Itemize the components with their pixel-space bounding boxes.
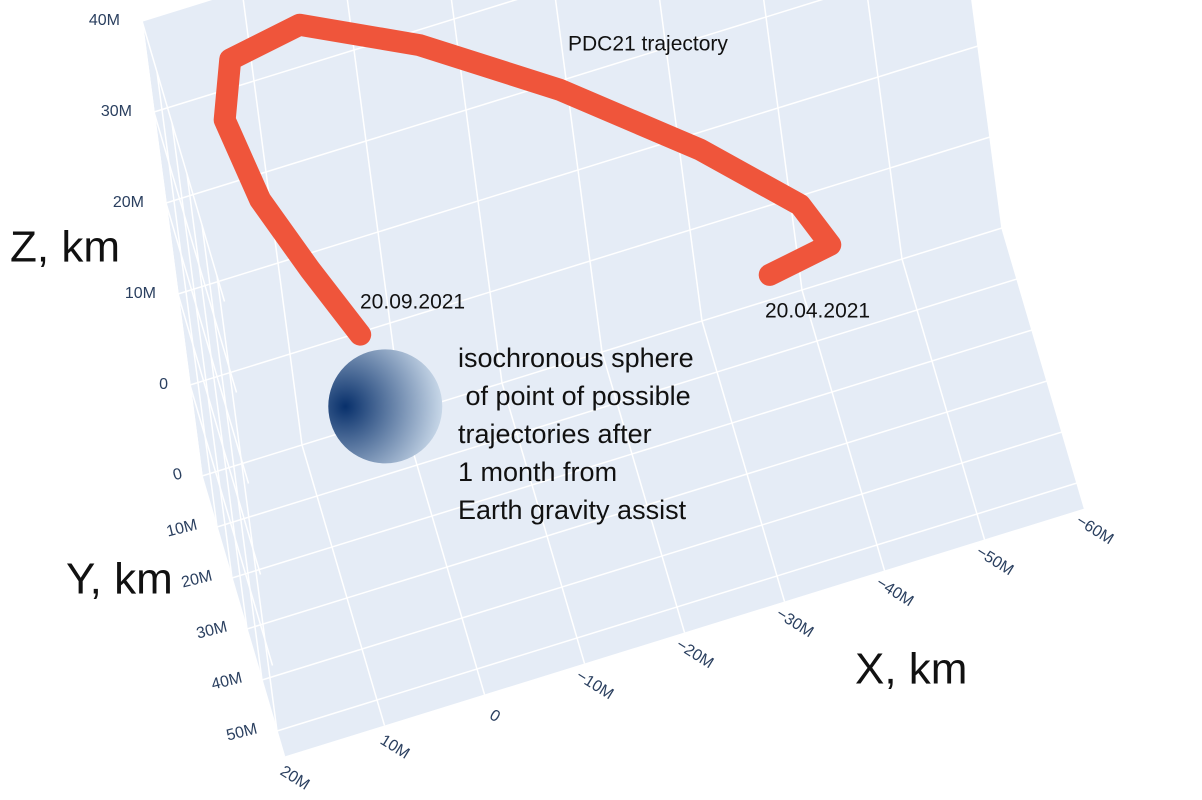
- grid-line: [501, 382, 586, 664]
- note-line: isochronous sphere: [458, 343, 694, 373]
- annotation: 20.09.2021: [360, 291, 465, 314]
- grid-line: [867, 0, 903, 260]
- z-tick-label: 30M: [101, 103, 132, 120]
- grid-line: [141, 20, 226, 302]
- y-tick-label: 10M: [165, 516, 199, 540]
- x-tick-label: −20M: [673, 636, 716, 672]
- y-tick-label: 40M: [210, 669, 244, 693]
- grid-line: [701, 320, 786, 602]
- grid-line: [971, 0, 1003, 229]
- grid-line: [165, 0, 824, 204]
- z-tick-label: 40M: [89, 12, 120, 29]
- y-tick-label: 50M: [225, 720, 259, 744]
- grid-line: [901, 258, 986, 540]
- series-label: PDC21 trajectory: [568, 33, 728, 56]
- annotation: 20.04.2021: [765, 300, 870, 323]
- grid-line: [658, 0, 703, 322]
- x-tick-label: −40M: [873, 574, 916, 610]
- x-tick-label: −50M: [973, 543, 1016, 579]
- y-tick-label: 0: [171, 465, 184, 484]
- grid-line: [165, 202, 250, 484]
- grid-line: [231, 329, 1033, 579]
- grid-line: [189, 136, 991, 386]
- grid-line: [801, 289, 886, 571]
- grid-line: [601, 351, 686, 633]
- trajectory: [213, 13, 842, 346]
- grid-line: [171, 122, 233, 579]
- grid-line: [153, 111, 238, 393]
- grid-line: [177, 293, 262, 575]
- grid-line: [153, 0, 518, 113]
- x-tick-label: 10M: [377, 732, 412, 763]
- grid-line: [156, 71, 218, 528]
- x-tick-label: 0: [486, 707, 503, 726]
- grid-line: [201, 224, 263, 681]
- grid-line: [401, 413, 486, 695]
- note: isochronous sphere of point of possible t…: [458, 343, 694, 525]
- grid-line: [189, 384, 274, 666]
- grid-line: [201, 227, 1003, 477]
- grid-line: [450, 0, 503, 384]
- grid-line: [216, 278, 1018, 528]
- x-tick-label: −60M: [1073, 512, 1116, 548]
- y-tick-label: 30M: [195, 618, 229, 642]
- grid-line: [261, 431, 1063, 681]
- y-axis-title: Y, km: [66, 555, 173, 604]
- x-axis-title: X, km: [855, 645, 967, 694]
- grid-line: [276, 482, 1078, 732]
- z-tick-label: 20M: [113, 194, 144, 211]
- z-tick-label: 10M: [125, 285, 156, 302]
- x-tick-label: −30M: [773, 605, 816, 641]
- z-tick-label: 0: [159, 376, 168, 393]
- grid-line: [216, 275, 278, 732]
- grid-line: [763, 0, 803, 291]
- note-line: of point of possible: [458, 381, 691, 411]
- note-line: Earth gravity assist: [458, 495, 687, 525]
- y-tick-label: 20M: [180, 567, 214, 591]
- grid-line: [141, 20, 203, 477]
- z-axis-title: Z, km: [10, 223, 120, 272]
- note-line: trajectories after: [458, 419, 652, 449]
- grid-line: [301, 444, 386, 726]
- x-tick-label: −10M: [573, 667, 616, 703]
- note-line: 1 month from: [458, 457, 617, 487]
- grid-line: [186, 173, 248, 630]
- grid-line: [246, 380, 1048, 630]
- grid-line: [554, 0, 603, 353]
- grid-line: [1001, 227, 1086, 509]
- x-tick-label: 20M: [277, 763, 312, 794]
- isochronous-sphere: [328, 349, 443, 464]
